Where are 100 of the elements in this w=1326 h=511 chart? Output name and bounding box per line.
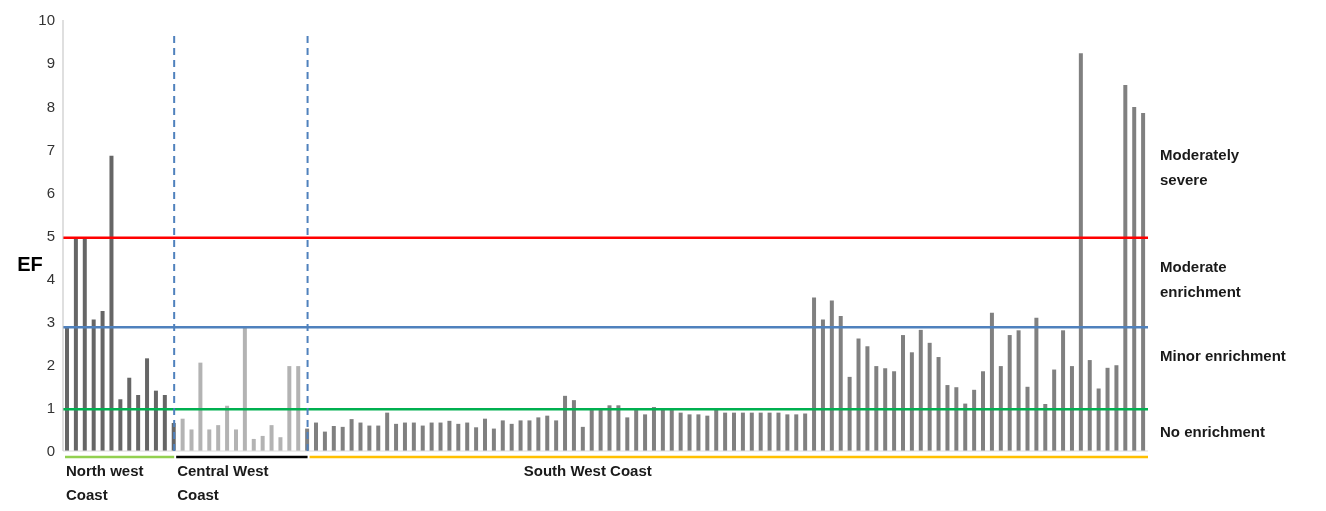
text: Minor enrichment <box>1160 347 1286 365</box>
bar <box>465 422 470 451</box>
text: No enrichment <box>1160 423 1266 441</box>
bar <box>491 428 496 451</box>
bar <box>954 387 959 451</box>
bar <box>145 358 150 451</box>
bar <box>865 346 870 451</box>
bar <box>812 297 817 451</box>
bar <box>1123 85 1128 451</box>
bar <box>758 412 763 451</box>
bar <box>482 418 487 451</box>
bar <box>1132 107 1137 451</box>
bar <box>723 412 728 451</box>
bar <box>216 425 221 451</box>
bar <box>847 376 852 451</box>
bar <box>198 362 203 451</box>
bar <box>892 371 897 451</box>
bar <box>598 410 603 451</box>
bar <box>705 415 710 451</box>
bar <box>1043 404 1048 451</box>
bar <box>1034 317 1039 451</box>
bar <box>100 310 105 451</box>
bar <box>420 425 425 451</box>
bar <box>394 423 399 451</box>
bar <box>838 316 843 451</box>
text: Moderately severe <box>1160 146 1240 189</box>
bar <box>287 366 292 451</box>
bar <box>580 426 585 451</box>
bar <box>162 394 167 451</box>
bar <box>91 319 96 451</box>
bar <box>1007 335 1012 451</box>
bar <box>456 423 461 451</box>
bar <box>1105 367 1110 451</box>
bar <box>678 412 683 451</box>
text: Moderate enrichment <box>1160 258 1241 301</box>
bar <box>527 420 532 451</box>
bar <box>989 312 994 451</box>
bar <box>153 390 158 451</box>
bar <box>545 415 550 451</box>
bar <box>340 426 345 451</box>
bar <box>918 329 923 451</box>
y-tick-label: 9 <box>46 54 55 72</box>
y-tick-label: 0 <box>46 442 55 460</box>
bar <box>981 371 986 451</box>
bar <box>651 407 656 451</box>
bar <box>322 431 327 451</box>
bar <box>927 342 932 451</box>
y-tick-label: 3 <box>46 313 55 331</box>
bar <box>260 435 265 451</box>
bar <box>900 335 905 451</box>
bar <box>1025 386 1030 451</box>
bar <box>634 410 639 451</box>
bar <box>1016 330 1021 451</box>
bar <box>447 420 452 451</box>
y-tick-label: 4 <box>46 269 55 287</box>
y-tick-label: 5 <box>46 226 55 244</box>
bar <box>180 418 185 451</box>
bar <box>972 389 977 451</box>
bar <box>358 422 363 451</box>
bar <box>278 437 283 451</box>
bar <box>65 326 69 451</box>
bar <box>500 420 505 451</box>
bar <box>518 420 523 451</box>
bar <box>794 414 799 451</box>
bar <box>242 326 247 451</box>
y-axis-title: EF <box>17 252 43 275</box>
bar <box>616 405 621 451</box>
bar <box>376 425 381 451</box>
bar <box>785 414 790 451</box>
bar <box>73 237 78 451</box>
bar <box>207 429 212 451</box>
bar <box>669 410 674 451</box>
bar <box>1052 369 1057 451</box>
bar <box>963 403 968 451</box>
bar <box>1078 53 1083 451</box>
bar <box>1096 388 1101 451</box>
bar <box>118 399 123 451</box>
bar <box>554 420 559 451</box>
bar <box>1141 113 1146 451</box>
bar <box>571 400 576 451</box>
bar <box>269 425 274 451</box>
bar <box>82 237 87 451</box>
bar <box>643 414 648 451</box>
bar <box>776 412 781 451</box>
bar <box>314 422 319 451</box>
bar <box>856 338 861 451</box>
bar <box>509 423 514 451</box>
bar <box>1087 360 1092 451</box>
bar <box>740 412 745 451</box>
bar <box>820 319 825 451</box>
y-tick-label: 8 <box>46 97 55 115</box>
bar <box>714 408 719 451</box>
text: South West Coast <box>523 462 652 479</box>
bar <box>625 417 630 451</box>
bar <box>349 419 354 451</box>
bar <box>563 395 568 451</box>
bar <box>1061 330 1066 451</box>
bar <box>109 155 114 451</box>
bar <box>687 414 692 451</box>
bar <box>732 412 737 451</box>
